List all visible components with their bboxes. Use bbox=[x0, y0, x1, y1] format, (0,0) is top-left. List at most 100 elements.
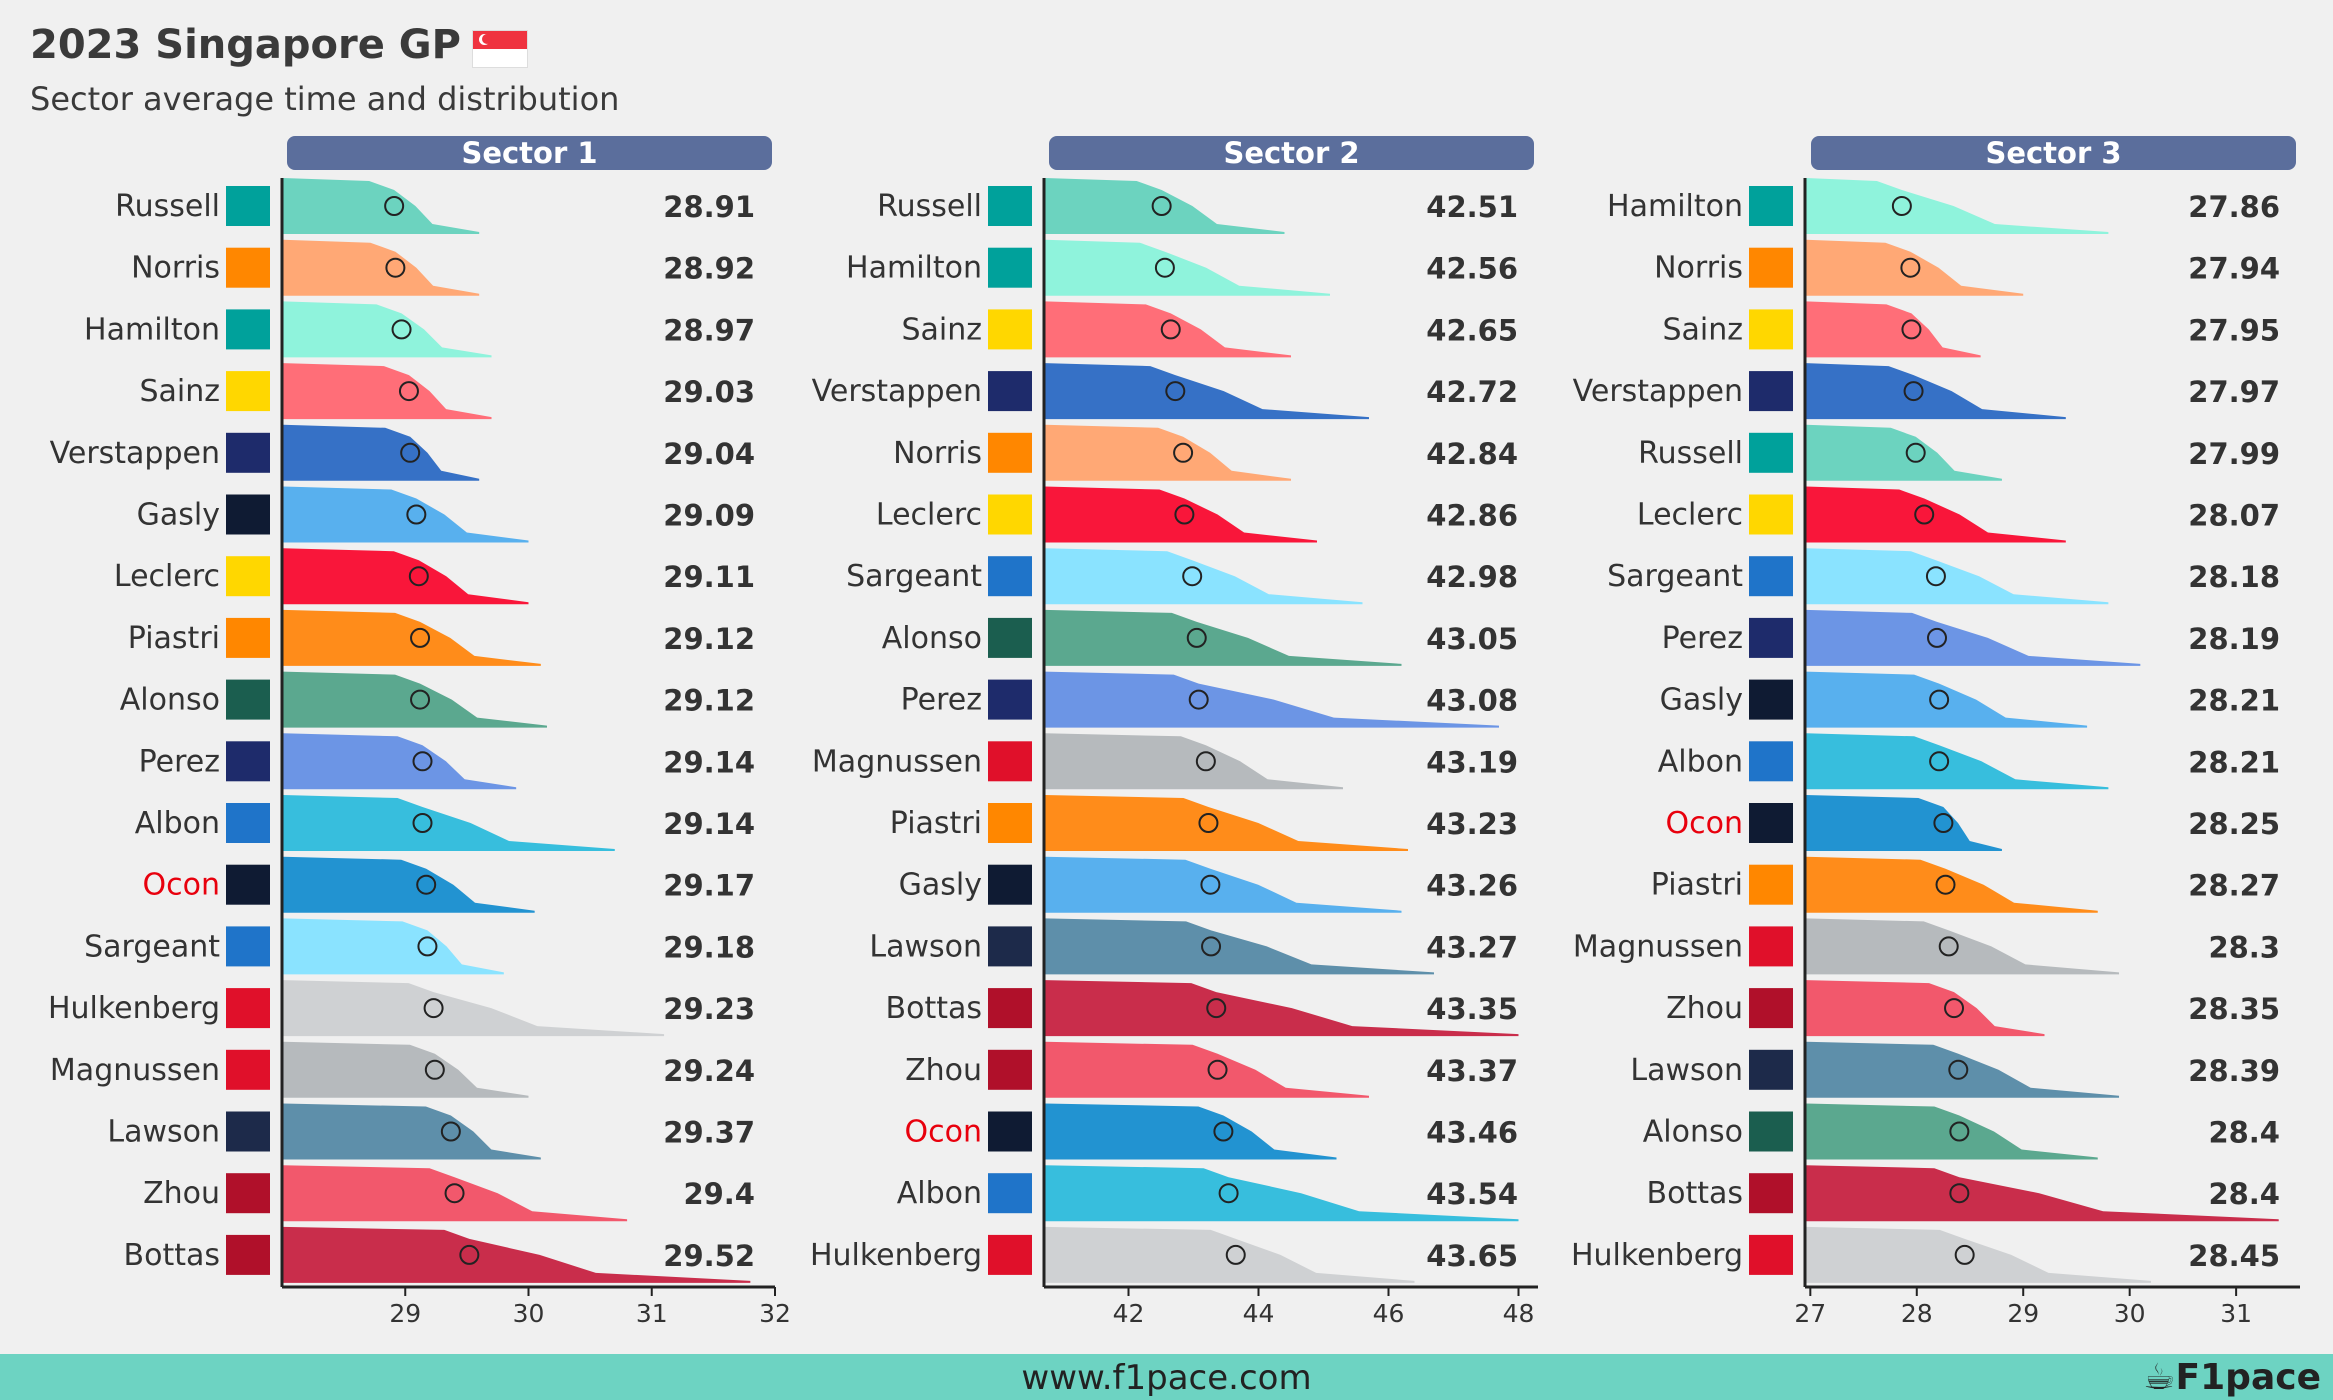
mclaren-logo-icon bbox=[226, 617, 270, 658]
mean-marker bbox=[1944, 998, 1965, 1019]
distribution-area bbox=[283, 486, 529, 543]
distribution-area bbox=[1045, 980, 1519, 1037]
mean-marker bbox=[424, 1059, 445, 1080]
mean-marker bbox=[400, 442, 421, 463]
mean-value-label: 29.12 bbox=[663, 622, 755, 656]
driver-name: Piastri bbox=[890, 806, 982, 841]
mean-value-label: 43.19 bbox=[1426, 745, 1518, 779]
distribution-area bbox=[1045, 424, 1291, 481]
mean-value-label: 28.21 bbox=[2188, 745, 2280, 779]
x-tick-label: 32 bbox=[759, 1299, 791, 1328]
mean-marker bbox=[1188, 689, 1209, 710]
driver-name: Leclerc bbox=[1637, 498, 1743, 533]
mean-value-label: 29.03 bbox=[663, 375, 755, 409]
distribution-area bbox=[283, 548, 529, 605]
williams-logo-icon bbox=[988, 556, 1032, 597]
mean-marker bbox=[1207, 1059, 1228, 1080]
driver-name: Gasly bbox=[137, 498, 220, 533]
driver-name: Lawson bbox=[1630, 1053, 1743, 1088]
mean-value-label: 28.4 bbox=[2208, 1177, 2280, 1211]
x-tick-label: 31 bbox=[2220, 1299, 2252, 1328]
mean-value-label: 29.23 bbox=[663, 992, 755, 1026]
mean-marker bbox=[417, 936, 438, 957]
distribution-area bbox=[1045, 1041, 1369, 1098]
mean-marker bbox=[1900, 257, 1921, 278]
mean-value-label: 43.26 bbox=[1426, 869, 1518, 903]
mean-marker bbox=[406, 504, 427, 525]
mean-value-label: 27.95 bbox=[2188, 313, 2280, 347]
mean-marker bbox=[440, 1121, 461, 1142]
mean-value-label: 28.27 bbox=[2188, 869, 2280, 903]
mercedes-logo-icon bbox=[1749, 186, 1793, 226]
mean-marker bbox=[408, 566, 429, 587]
ferrari-logo-icon bbox=[1749, 309, 1793, 350]
distribution-area bbox=[1806, 363, 2066, 420]
sector-header bbox=[1049, 136, 1534, 170]
mean-value-label: 42.98 bbox=[1426, 560, 1518, 594]
mean-value-label: 29.24 bbox=[663, 1054, 755, 1088]
driver-name: Leclerc bbox=[876, 498, 982, 533]
footer-logo: ☕F1pace bbox=[2143, 1357, 2321, 1398]
mean-marker bbox=[412, 751, 433, 772]
mean-marker bbox=[384, 196, 405, 216]
mean-value-label: 43.54 bbox=[1426, 1177, 1518, 1211]
x-tick-label: 31 bbox=[636, 1299, 668, 1328]
mean-value-label: 28.07 bbox=[2188, 499, 2280, 533]
mean-value-label: 27.94 bbox=[2188, 252, 2280, 286]
mean-value-label: 29.4 bbox=[683, 1177, 755, 1211]
redbull-logo-icon bbox=[1749, 617, 1793, 658]
x-tick-label: 46 bbox=[1373, 1299, 1405, 1328]
x-tick-label: 28 bbox=[1901, 1299, 1933, 1328]
ferrari-logo-icon bbox=[988, 494, 1032, 535]
driver-name: Magnussen bbox=[50, 1053, 220, 1088]
driver-name: Alonso bbox=[882, 621, 982, 656]
mean-value-label: 43.27 bbox=[1426, 930, 1518, 964]
alfaromeo-logo-icon bbox=[226, 1234, 270, 1275]
driver-name: Ocon bbox=[1666, 806, 1743, 841]
mean-marker bbox=[1927, 627, 1947, 648]
distribution-area bbox=[1806, 609, 2141, 666]
driver-name: Russell bbox=[1638, 436, 1743, 471]
mean-marker bbox=[1954, 1244, 1975, 1265]
mean-value-label: 28.21 bbox=[2188, 684, 2280, 718]
alpine-logo-icon bbox=[988, 1111, 1032, 1152]
driver-name: Hamilton bbox=[1607, 189, 1743, 224]
mean-marker bbox=[1173, 442, 1194, 463]
sector-title: Sector 1 bbox=[461, 136, 597, 170]
mean-value-label: 43.65 bbox=[1426, 1239, 1518, 1273]
driver-name: Piastri bbox=[1651, 868, 1743, 903]
haas-logo-icon bbox=[988, 741, 1032, 782]
ferrari-logo-icon bbox=[1749, 494, 1793, 535]
mean-value-label: 28.39 bbox=[2188, 1054, 2280, 1088]
mclaren-logo-icon bbox=[1749, 864, 1793, 905]
mean-marker bbox=[459, 1244, 480, 1265]
mean-marker bbox=[1225, 1244, 1246, 1265]
mean-value-label: 29.17 bbox=[663, 869, 755, 903]
distribution-area bbox=[1045, 795, 1408, 851]
mean-value-label: 29.52 bbox=[663, 1239, 755, 1273]
distribution-area bbox=[1045, 856, 1402, 913]
driver-name: Norris bbox=[131, 251, 220, 286]
driver-name: Magnussen bbox=[1573, 929, 1743, 964]
mean-value-label: 28.91 bbox=[663, 190, 755, 224]
distribution-area bbox=[1806, 301, 1981, 358]
mean-value-label: 43.23 bbox=[1426, 807, 1518, 841]
distribution-area bbox=[283, 1041, 529, 1098]
driver-name: Sainz bbox=[1662, 312, 1743, 347]
ferrari-logo-icon bbox=[226, 371, 270, 412]
mercedes-logo-icon bbox=[226, 186, 270, 226]
driver-name: Verstappen bbox=[812, 374, 982, 409]
alpine-logo-icon bbox=[988, 864, 1032, 905]
driver-name: Ocon bbox=[905, 1115, 982, 1150]
mclaren-logo-icon bbox=[226, 247, 270, 288]
mean-value-label: 28.4 bbox=[2208, 1116, 2280, 1150]
driver-name: Sargeant bbox=[1607, 559, 1743, 594]
mean-value-label: 29.11 bbox=[663, 560, 755, 594]
distribution-area bbox=[1045, 239, 1330, 296]
driver-name: Lawson bbox=[869, 929, 982, 964]
mean-marker bbox=[1901, 319, 1922, 340]
driver-name: Alonso bbox=[1643, 1115, 1743, 1150]
singapore-flag-icon bbox=[472, 30, 528, 68]
footer-url[interactable]: www.f1pace.com bbox=[1021, 1358, 1312, 1398]
distribution-area bbox=[1806, 424, 2002, 481]
